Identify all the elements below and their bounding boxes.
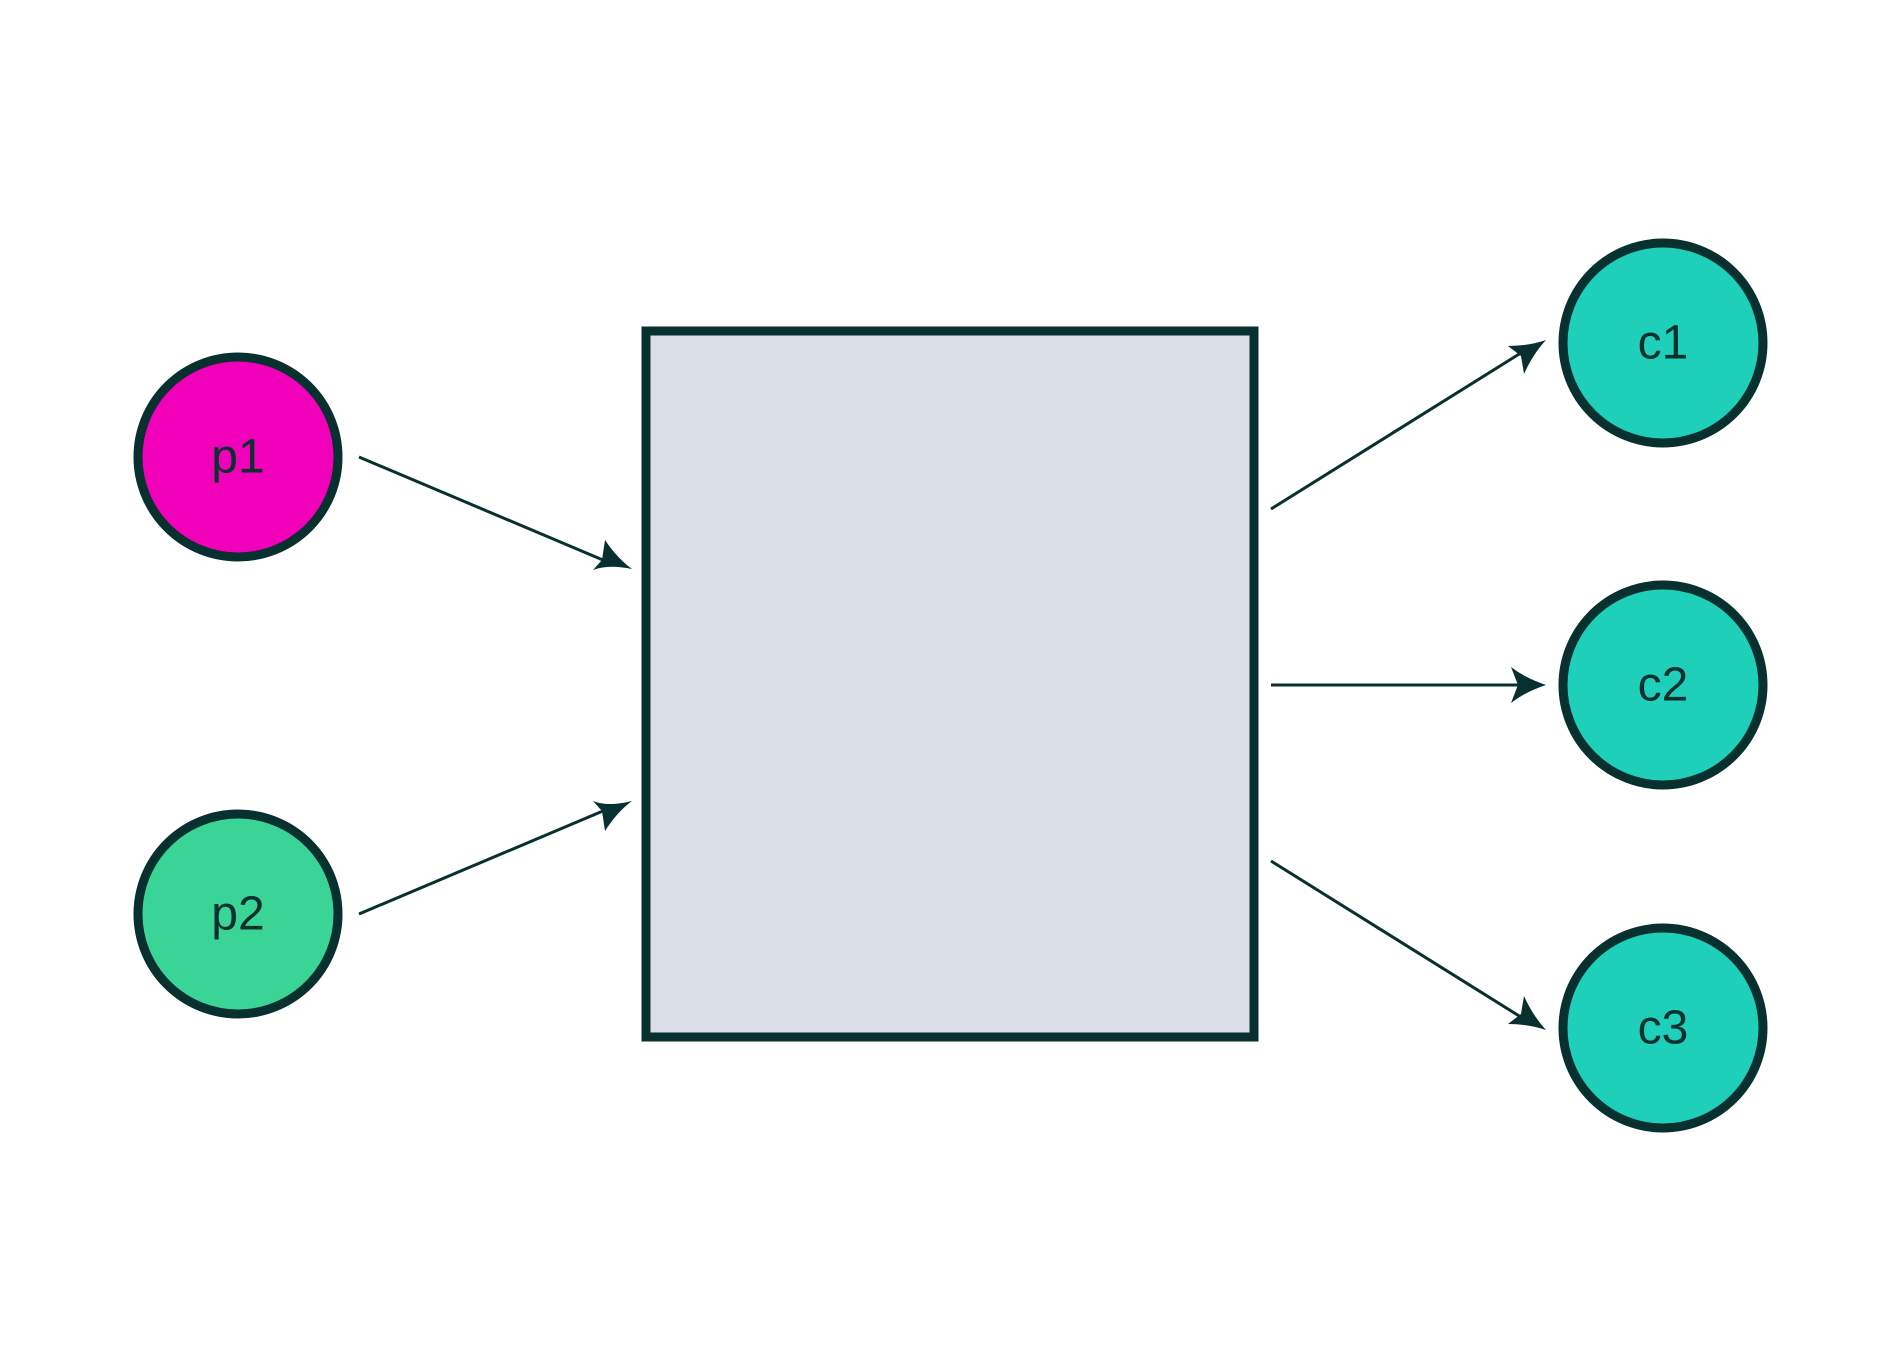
consumer-node-c3: c3 [1558,923,1768,1133]
producer-node-p2: p2 [133,809,343,1019]
node-label: p1 [211,431,264,484]
node-label: c2 [1638,659,1689,712]
arrowhead-icon [1508,340,1546,374]
arrowhead-icon [593,801,632,831]
edge-p2-to-box [358,801,632,916]
arrowhead-icon [1508,996,1546,1030]
producer-node-p1: p1 [133,352,343,562]
node-label: p2 [211,888,264,941]
consumer-node-c1: c1 [1558,238,1768,448]
consumer-node-c2: c2 [1558,580,1768,790]
node-label: c1 [1638,317,1689,370]
edge-box-to-c1 [1270,340,1546,511]
arrowhead-icon [1511,667,1546,703]
edges [358,340,1546,1030]
edge-box-to-c2 [1271,667,1546,703]
node-label: c3 [1638,1002,1689,1055]
edge-p1-to-box [358,455,632,570]
arrowhead-icon [593,540,632,570]
central-box [641,326,1259,1042]
edge-box-to-c3 [1270,859,1546,1030]
